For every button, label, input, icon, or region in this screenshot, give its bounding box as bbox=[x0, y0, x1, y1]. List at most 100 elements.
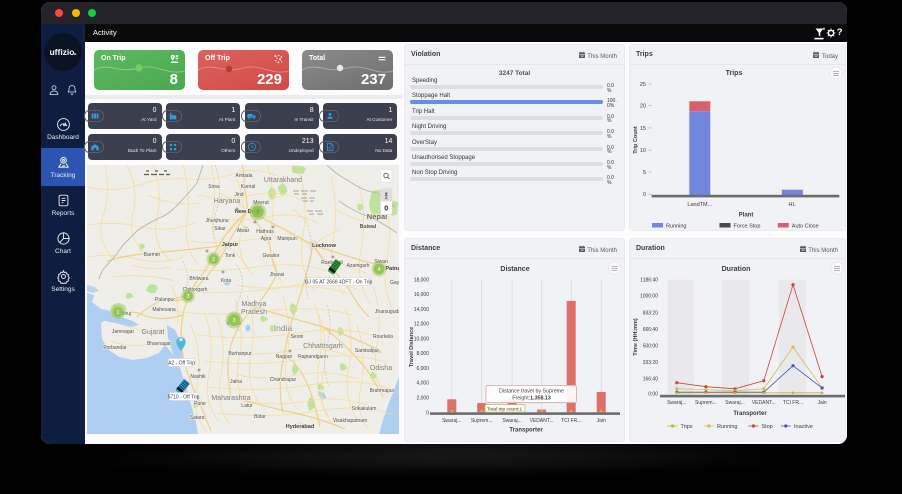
svg-text:Jhansi: Jhansi bbox=[270, 272, 284, 278]
svg-text:LandTM...: LandTM... bbox=[687, 202, 712, 208]
svg-text:0: 0 bbox=[426, 410, 429, 416]
svg-text:20: 20 bbox=[640, 104, 646, 110]
svg-text:Meerut: Meerut bbox=[253, 200, 269, 206]
svg-text:Jaipur: Jaipur bbox=[222, 242, 239, 248]
svg-text:Porbandar: Porbandar bbox=[103, 345, 127, 351]
svg-text:Auto Close: Auto Close bbox=[792, 224, 819, 230]
svg-text:Duration: Duration bbox=[722, 266, 751, 273]
svg-text:14,000: 14,000 bbox=[414, 307, 430, 313]
svg-text:Gaya: Gaya bbox=[390, 280, 399, 286]
svg-text:10,000: 10,000 bbox=[414, 337, 430, 343]
svg-text:Azamgarh: Azamgarh bbox=[347, 263, 370, 269]
svg-text:Chandrapur: Chandrapur bbox=[270, 377, 297, 383]
svg-text:18,000: 18,000 bbox=[414, 278, 430, 284]
svg-text:Gwalior: Gwalior bbox=[263, 253, 280, 259]
svg-text:166:40: 166:40 bbox=[643, 377, 659, 383]
svg-text:Running: Running bbox=[666, 224, 687, 230]
svg-text:Lucknow: Lucknow bbox=[312, 243, 337, 249]
svg-text:500:00: 500:00 bbox=[643, 344, 659, 350]
svg-text:Madhya: Madhya bbox=[242, 301, 267, 308]
svg-text:Maharashtra: Maharashtra bbox=[211, 395, 250, 402]
svg-text:Gujarat: Gujarat bbox=[142, 329, 165, 336]
svg-text:Swaraj...: Swaraj... bbox=[502, 418, 521, 424]
svg-text:Jalna: Jalna bbox=[230, 379, 242, 385]
svg-text:2: 2 bbox=[256, 210, 259, 216]
svg-text:Chittorgarh: Chittorgarh bbox=[183, 287, 208, 293]
svg-text:Running: Running bbox=[717, 424, 738, 430]
svg-text:VEDANT...: VEDANT... bbox=[752, 400, 776, 406]
svg-text:VEDANT...: VEDANT... bbox=[530, 418, 554, 424]
svg-text:3: 3 bbox=[186, 294, 189, 300]
svg-text:Jhunjhunu: Jhunjhunu bbox=[205, 218, 228, 224]
svg-text:Distance travel by Supreme: Distance travel by Supreme bbox=[499, 389, 564, 395]
svg-text:Palanpur: Palanpur bbox=[155, 297, 175, 303]
svg-text:Visakhapatnam: Visakhapatnam bbox=[333, 418, 367, 424]
svg-text:Jain: Jain bbox=[818, 400, 827, 406]
svg-text:12: 12 bbox=[815, 54, 819, 58]
svg-text:Odisha: Odisha bbox=[370, 365, 392, 372]
svg-text:0:00: 0:00 bbox=[648, 391, 658, 397]
svg-text:Barmer: Barmer bbox=[144, 252, 161, 258]
svg-text:1000:00: 1000:00 bbox=[640, 294, 658, 300]
svg-text:Satara: Satara bbox=[190, 415, 205, 421]
svg-text:Chhattisgarh: Chhattisgarh bbox=[303, 343, 343, 350]
svg-text:Jain: Jain bbox=[597, 418, 606, 424]
svg-text:0: 0 bbox=[643, 192, 646, 198]
svg-text:Transporter: Transporter bbox=[733, 411, 767, 417]
svg-text:Bhilwara: Bhilwara bbox=[189, 276, 208, 282]
svg-text:16,000: 16,000 bbox=[414, 292, 430, 298]
svg-text:Inactive: Inactive bbox=[794, 424, 813, 430]
svg-text:Suprem...: Suprem... bbox=[695, 400, 717, 406]
svg-text:Kota: Kota bbox=[221, 278, 232, 284]
svg-text:Trip Count: Trip Count bbox=[633, 126, 639, 154]
svg-text:Trips: Trips bbox=[726, 70, 743, 77]
svg-text:666:40: 666:40 bbox=[643, 327, 659, 333]
svg-text:Jind: Jind bbox=[234, 192, 243, 198]
svg-text:Swaraj...: Swaraj... bbox=[442, 418, 461, 424]
svg-text:Bidar: Bidar bbox=[254, 414, 266, 420]
svg-text:Mahesana: Mahesana bbox=[152, 307, 176, 313]
svg-text:12: 12 bbox=[580, 248, 584, 252]
svg-text:3: 3 bbox=[232, 318, 235, 324]
svg-text:Swaraj...: Swaraj... bbox=[667, 400, 686, 406]
svg-text:Hathras: Hathras bbox=[256, 229, 274, 235]
svg-text:Bhuj: Bhuj bbox=[121, 311, 131, 317]
svg-text:4: 4 bbox=[377, 267, 380, 273]
svg-text:Stop: Stop bbox=[762, 424, 773, 430]
svg-text:Burhanpur: Burhanpur bbox=[228, 351, 252, 357]
svg-text:Jharsuguda: Jharsuguda bbox=[375, 309, 399, 315]
svg-text:Agra: Agra bbox=[261, 236, 272, 242]
svg-text:Plant: Plant bbox=[739, 213, 754, 219]
svg-text:Force Stop: Force Stop bbox=[734, 224, 761, 230]
svg-text:TCI FR...: TCI FR... bbox=[783, 400, 803, 406]
svg-text:Total trip count:1: Total trip count:1 bbox=[487, 406, 523, 412]
svg-text:Trips: Trips bbox=[681, 424, 693, 430]
svg-text:Raebareli: Raebareli bbox=[321, 260, 342, 266]
svg-text:2,000: 2,000 bbox=[416, 396, 429, 402]
svg-text:Rajnandgaon: Rajnandgaon bbox=[298, 354, 328, 360]
svg-text:Butwal: Butwal bbox=[360, 224, 377, 230]
svg-text:Distance: Distance bbox=[500, 266, 529, 273]
svg-text:Mainpuri: Mainpuri bbox=[277, 236, 296, 242]
svg-text:Time (HH:mm): Time (HH:mm) bbox=[633, 318, 639, 356]
svg-text:Brahmapur: Brahmapur bbox=[370, 388, 395, 394]
svg-text:12,000: 12,000 bbox=[414, 322, 430, 328]
svg-text:15: 15 bbox=[640, 126, 646, 132]
svg-text:HL: HL bbox=[788, 202, 795, 208]
svg-text:5710 - Off Trip: 5710 - Off Trip bbox=[168, 394, 200, 400]
svg-text:8,000: 8,000 bbox=[416, 351, 429, 357]
svg-text:4,000: 4,000 bbox=[416, 381, 429, 387]
svg-text:Seoni: Seoni bbox=[291, 334, 304, 340]
svg-text:12: 12 bbox=[801, 248, 805, 252]
svg-text:Nagpur: Nagpur bbox=[276, 354, 293, 360]
svg-text:A2 - Off Trip: A2 - Off Trip bbox=[168, 360, 195, 366]
svg-text:Uttarakhand: Uttarakhand bbox=[264, 177, 302, 184]
svg-text:India: India bbox=[274, 323, 293, 333]
svg-text:Tonk: Tonk bbox=[225, 253, 236, 259]
svg-text:Rourkela: Rourkela bbox=[373, 334, 393, 340]
svg-text:Jamnagar: Jamnagar bbox=[112, 329, 135, 335]
svg-text:5: 5 bbox=[643, 170, 646, 176]
svg-text:333:20: 333:20 bbox=[643, 360, 659, 366]
svg-text:Karnal: Karnal bbox=[241, 184, 255, 190]
svg-text:0: 0 bbox=[384, 206, 388, 213]
